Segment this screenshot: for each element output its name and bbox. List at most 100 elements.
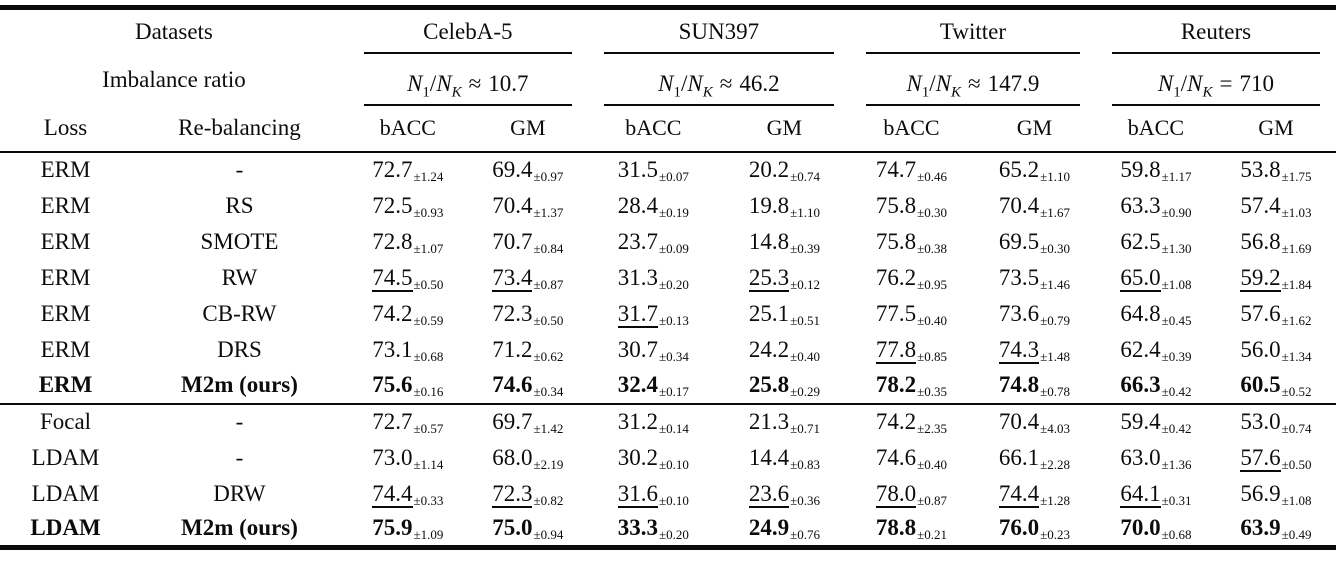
- metric-std: ±4.03: [1040, 421, 1070, 437]
- dataset-header-twitter: Twitter: [849, 5, 1096, 54]
- metric-value: 71.2: [492, 336, 533, 362]
- ratio-var: N: [436, 70, 452, 96]
- ratio-sub: K: [1202, 84, 1213, 101]
- metric-std: ±0.87: [917, 492, 947, 508]
- ratio-value: 710: [1239, 70, 1275, 96]
- metric-std: ±0.14: [659, 421, 689, 437]
- metric-value: 72.7: [372, 157, 413, 182]
- metric-std: ±1.62: [1281, 312, 1312, 328]
- rebalancing-label: -: [235, 157, 244, 182]
- metric-cell: 75.9±1.09: [347, 511, 468, 550]
- metric-value: 74.3: [998, 336, 1040, 364]
- metric-cell: 74.6±0.34: [468, 368, 588, 404]
- gm-column-header: GM: [467, 105, 588, 153]
- metric-cell: 69.4±0.97: [468, 152, 588, 188]
- metric-value: 73.0: [372, 444, 413, 470]
- metric-value: 75.8: [875, 228, 917, 254]
- metric-value: 78.8: [875, 515, 917, 541]
- metric-value: 74.4: [372, 480, 413, 508]
- bacc-column-header: bACC: [587, 105, 719, 153]
- metric-cell: 74.6±0.40: [850, 440, 973, 476]
- imbalance-ratio-sun397: N1/NK ≈46.2: [588, 54, 850, 106]
- metric-cell: 72.5±0.93: [348, 188, 468, 224]
- metric-cell: 59.2±1.84: [1216, 260, 1336, 296]
- metric-cell: 72.3±0.82: [468, 476, 588, 512]
- metric-value: 57.4: [1240, 192, 1281, 218]
- table-row: ERM RW 74.5±0.50 73.4±0.87 31.3±0.20 25.3±0.1…: [0, 260, 1336, 296]
- ratio-relation: ≈: [468, 70, 482, 96]
- metric-value: 23.7: [617, 228, 658, 254]
- ratio-var: N: [407, 70, 423, 96]
- metric-std: ±0.10: [659, 456, 689, 472]
- metric-value: 31.7: [617, 300, 658, 328]
- metric-cell: 30.7±0.34: [588, 332, 719, 368]
- metric-cell: 59.4±0.42: [1095, 402, 1216, 440]
- gm-column-header: GM: [1215, 105, 1336, 153]
- metric-std: ±0.13: [659, 312, 689, 328]
- metric-cell: 65.0±1.08: [1096, 260, 1216, 296]
- imbalance-label: Imbalance ratio: [102, 66, 246, 92]
- metric-std: ±0.34: [533, 384, 564, 400]
- metric-std: ±0.19: [659, 204, 689, 220]
- metric-std: ±0.84: [533, 240, 564, 256]
- dataset-name: Reuters: [1111, 19, 1320, 54]
- metric-std: ±0.42: [1161, 421, 1192, 437]
- rebalancing-cell: M2m (ours): [131, 368, 348, 404]
- metric-std: ±0.40: [917, 312, 947, 328]
- metric-value: 70.7: [492, 228, 533, 254]
- bacc-column-header: bACC: [849, 105, 973, 153]
- gm-column-header: GM: [718, 105, 850, 153]
- metric-cell: 25.3±0.12: [719, 260, 850, 296]
- metric-value: 73.6: [998, 300, 1040, 326]
- metric-std: ±1.09: [413, 527, 444, 543]
- metric-cell: 63.0±1.36: [1096, 440, 1216, 476]
- metric-cell: 21.3±0.71: [718, 402, 850, 440]
- loss-cell: LDAM: [0, 476, 131, 512]
- metric-value: 56.9: [1240, 480, 1281, 506]
- metric-cell: 74.4±0.33: [348, 476, 468, 512]
- metric-value: 63.3: [1120, 192, 1161, 218]
- imbalance-ratio-reuters: N1/NK = 710: [1096, 54, 1336, 106]
- loss-label: ERM: [38, 372, 93, 397]
- metric-std: ±1.69: [1281, 240, 1312, 256]
- metric-value: 77.8: [875, 336, 917, 364]
- metric-std: ±0.16: [413, 384, 444, 400]
- table-row: ERM DRS 73.1±0.68 71.2±0.62 30.7±0.34 24.2±0.…: [0, 332, 1336, 368]
- metric-cell: 25.1±0.51: [719, 296, 850, 332]
- metric-cell: 59.8±1.17: [1096, 152, 1216, 188]
- loss-cell: Focal: [0, 402, 132, 440]
- metric-value: 64.8: [1120, 300, 1161, 326]
- metric-cell: 73.5±1.46: [973, 260, 1096, 296]
- metric-std: ±1.75: [1281, 169, 1312, 185]
- rebalancing-label: RW: [221, 264, 258, 290]
- metric-value: 73.1: [372, 336, 413, 362]
- metric-value: 72.3: [492, 300, 533, 326]
- results-table: Datasets CelebA-5 SUN397 Twitter Reuters…: [0, 5, 1336, 550]
- metric-std: ±2.28: [1040, 456, 1070, 472]
- rebalancing-label: M2m (ours): [181, 515, 298, 541]
- metric-cell: 73.1±0.68: [348, 332, 468, 368]
- metric-cell: 78.8±0.21: [849, 511, 973, 550]
- metric-value: 78.0: [875, 480, 917, 508]
- metric-value: 28.4: [617, 192, 658, 218]
- metric-value: 65.0: [1120, 264, 1161, 292]
- metric-cell: 72.3±0.50: [468, 296, 588, 332]
- datasets-label: Datasets: [0, 5, 348, 54]
- loss-label: Focal: [39, 409, 92, 434]
- metric-value: 20.2: [748, 157, 790, 182]
- metric-value: 57.6: [1240, 444, 1281, 472]
- metric-value: 25.8: [748, 372, 790, 397]
- loss-cell: ERM: [0, 152, 131, 188]
- metric-cell: 76.0±0.23: [972, 511, 1096, 550]
- metric-value: 70.4: [998, 192, 1040, 218]
- metric-value: 59.2: [1240, 264, 1281, 292]
- rebalancing-cell: DRS: [131, 332, 348, 368]
- metric-std: ±1.10: [1040, 169, 1070, 185]
- metric-std: ±0.40: [917, 456, 947, 472]
- metric-std: ±0.85: [917, 348, 947, 364]
- dataset-name: CelebA-5: [363, 19, 572, 54]
- metric-value: 30.7: [617, 336, 658, 362]
- metric-cell: 28.4±0.19: [588, 188, 719, 224]
- metric-std: ±0.95: [917, 276, 947, 292]
- metric-value: 77.5: [875, 300, 917, 326]
